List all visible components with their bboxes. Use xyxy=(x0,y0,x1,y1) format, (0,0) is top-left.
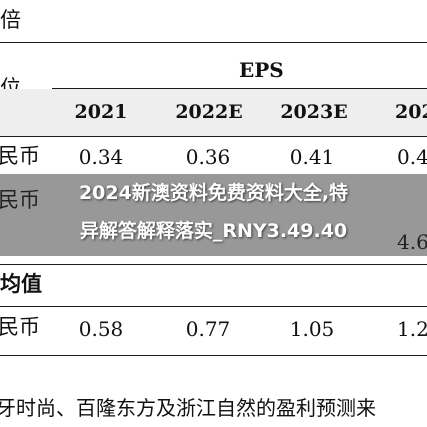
year-header-2023e: 2023E xyxy=(280,101,348,123)
row1-value-2023e: 0.41 xyxy=(289,145,335,169)
caption-line-1: 2024新澳资料免费资料大全,特 xyxy=(78,182,349,204)
row1-value-2024: 0.4 xyxy=(397,145,427,169)
row1-value-2022e: 0.36 xyxy=(185,145,231,169)
row3-value-2022e: 0.77 xyxy=(185,317,231,341)
year-header-band xyxy=(0,89,427,137)
eps-group-rule xyxy=(52,88,427,89)
section2-rule xyxy=(0,306,427,307)
row3-value-2024: 1.2 xyxy=(397,317,427,341)
row1-value-2021: 0.34 xyxy=(78,145,124,169)
year-header-2024: 2024 xyxy=(395,101,427,123)
table-top-rule xyxy=(0,42,427,43)
eps-header: EPS xyxy=(239,58,284,82)
header-bottom-rule xyxy=(0,136,427,137)
footer-note: 牙时尚、百隆东方及浙江自然的盈利预测来 xyxy=(0,396,376,420)
row3-value-2023e: 1.05 xyxy=(289,317,335,341)
caption-line-2: 异解答解释落实_RNY3.49.40 xyxy=(79,220,348,242)
row3-label: 民币 xyxy=(0,315,40,339)
section-rule xyxy=(0,264,427,265)
top-partial-label: 倍 xyxy=(0,8,21,32)
row1-label: 民币 xyxy=(0,144,40,168)
year-header-2022e: 2022E xyxy=(175,101,243,123)
year-header-2021: 2021 xyxy=(74,101,128,123)
table-bottom-rule xyxy=(0,355,427,356)
caption-overlay: 2024新澳资料免费资料大全,特 异解答解释落实_RNY3.49.40 xyxy=(0,174,427,256)
section2-label: 均值 xyxy=(0,271,42,296)
row3-value-2021: 0.58 xyxy=(78,317,124,341)
